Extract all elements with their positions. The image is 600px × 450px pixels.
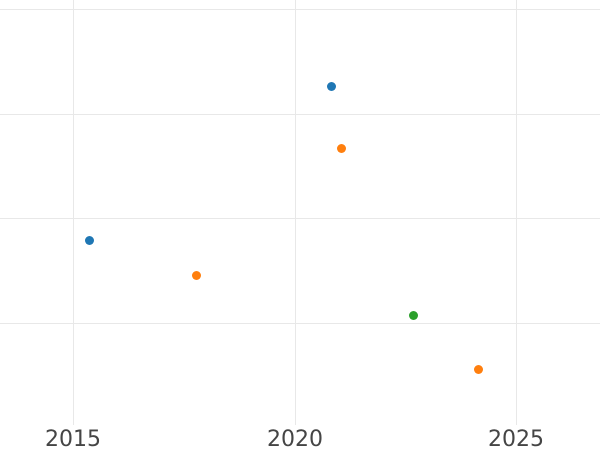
gridline-vertical xyxy=(73,0,74,425)
scatter-point-series-orange xyxy=(336,143,346,153)
scatter-point-series-orange xyxy=(191,270,201,280)
x-tick-label: 2015 xyxy=(45,427,101,450)
scatter-point-series-blue xyxy=(84,235,94,245)
gridline-vertical xyxy=(295,0,296,425)
gridline-horizontal xyxy=(0,9,600,10)
scatter-point-series-green xyxy=(408,310,418,320)
gridline-horizontal xyxy=(0,218,600,219)
x-tick-label: 2025 xyxy=(488,427,544,450)
scatter-point-series-orange xyxy=(473,364,483,374)
gridline-vertical xyxy=(516,0,517,425)
x-tick-label: 2020 xyxy=(267,427,323,450)
gridline-horizontal xyxy=(0,113,600,115)
scatter-point-series-blue xyxy=(326,81,336,91)
gridline-horizontal xyxy=(0,322,600,324)
